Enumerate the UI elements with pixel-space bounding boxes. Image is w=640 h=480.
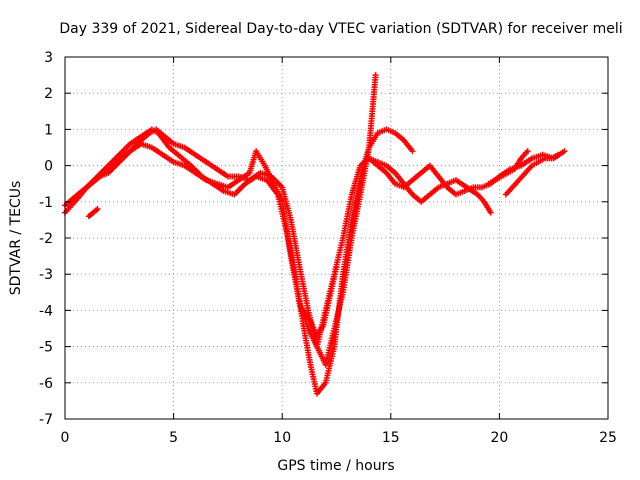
y-tick-label: -4 xyxy=(39,303,53,319)
data-marks xyxy=(62,72,568,397)
y-tick-label: -5 xyxy=(39,340,53,356)
x-tick-label: 10 xyxy=(273,430,291,446)
data-point xyxy=(487,209,494,216)
data-point xyxy=(524,148,531,155)
series-arc-7 xyxy=(502,151,562,198)
data-point xyxy=(555,151,562,158)
grid xyxy=(65,57,608,419)
y-tick-label: 1 xyxy=(44,122,53,138)
y-tick-label: -7 xyxy=(39,412,53,428)
y-tick-label: 3 xyxy=(44,50,53,66)
data-point xyxy=(561,148,568,155)
y-tick-label: 0 xyxy=(44,159,53,175)
y-axis-label: SDTVAR / TECUs xyxy=(8,181,24,296)
axis-ticks: 0 5 10 15 20 25 -7 -6 -5 -4 -3 -2 -1 0 1 2 3 xyxy=(39,50,617,446)
y-tick-label: 2 xyxy=(44,86,53,102)
y-tick-label: -2 xyxy=(39,231,53,247)
y-tick-label: -3 xyxy=(39,267,53,283)
x-tick-label: 20 xyxy=(490,430,508,446)
series-arc-3 xyxy=(66,140,494,350)
data-point xyxy=(372,72,379,79)
chart-title: Day 339 of 2021, Sidereal Day-to-day VTE… xyxy=(59,21,622,37)
y-tick-label: -1 xyxy=(39,195,53,211)
x-tick-label: 15 xyxy=(382,430,400,446)
data-point xyxy=(94,206,101,213)
data-point xyxy=(409,148,416,155)
series-arc-4 xyxy=(300,263,340,339)
series-arc-8 xyxy=(85,206,101,220)
y-tick-label: -6 xyxy=(39,376,53,392)
x-tick-label: 0 xyxy=(61,430,70,446)
x-tick-label: 25 xyxy=(599,430,617,446)
x-axis-label: GPS time / hours xyxy=(277,458,394,474)
x-tick-label: 5 xyxy=(169,430,178,446)
series-arc-6 xyxy=(485,148,531,187)
data-point xyxy=(333,263,340,270)
